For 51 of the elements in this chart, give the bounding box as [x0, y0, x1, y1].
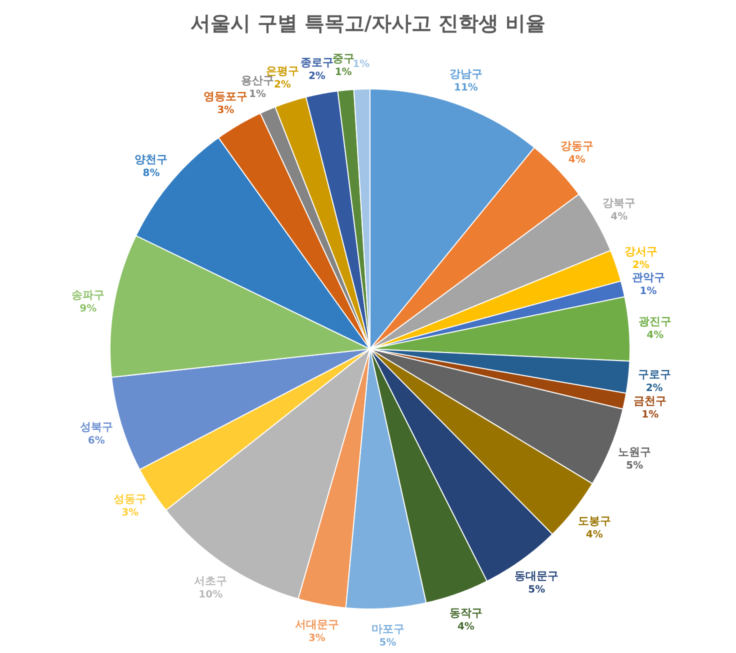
- slice: 동대문구 5%: [370, 348, 559, 596]
- slice: 양천구 8%: [134, 137, 370, 350]
- slice-label: 광진구: [638, 314, 672, 328]
- slice-label: 강북구: [602, 196, 636, 210]
- slice-label: 도봉구: [578, 514, 611, 528]
- data-label: 6%: [88, 435, 105, 446]
- data-label: 1%: [642, 409, 659, 420]
- slice-label: 마포구: [371, 622, 404, 636]
- slice-label: 노원구: [618, 445, 652, 458]
- slice-label: 동작구: [449, 606, 482, 620]
- slice-label: 금천구: [634, 394, 667, 408]
- data-label: 4%: [586, 529, 603, 540]
- data-label: 1%: [640, 286, 657, 297]
- data-label: 2%: [646, 383, 663, 394]
- slice-label: 서초구: [194, 574, 228, 588]
- chart-title: 서울시 구별 특목고/자사고 진학생 비율: [190, 11, 546, 35]
- data-label: 5%: [528, 584, 546, 596]
- data-label: 3%: [122, 508, 139, 519]
- data-label: 2%: [632, 260, 650, 272]
- slice-label: 송파구: [72, 288, 105, 302]
- data-label: 3%: [217, 105, 234, 116]
- slice-label: 강동구: [560, 140, 594, 153]
- data-label: 4%: [457, 621, 474, 632]
- data-label: 2%: [274, 80, 291, 91]
- data-label: 4%: [610, 212, 628, 223]
- slice-label: 종로구: [300, 56, 334, 69]
- data-label: 1%: [248, 89, 266, 100]
- slice-label: 동대문구: [514, 569, 559, 582]
- data-label: 4%: [646, 330, 664, 341]
- data-label: 5%: [626, 460, 644, 472]
- slice-label: 관악구: [632, 270, 665, 284]
- data-label: 1%: [334, 67, 352, 78]
- slice-label: 양천구: [134, 152, 168, 166]
- data-label: 4%: [568, 154, 586, 166]
- slice-label: 구로구: [638, 368, 671, 382]
- data-label: 9%: [80, 303, 97, 314]
- data-label: 3%: [308, 633, 326, 644]
- slice-label: 서대문구: [294, 618, 339, 632]
- slice: 서초구 10%: [165, 348, 371, 600]
- slice-label: 성동구: [114, 492, 147, 506]
- data-label: 5%: [379, 637, 396, 648]
- slice-label: 중구: [332, 52, 354, 66]
- data-label: 11%: [454, 82, 478, 94]
- data-label: 10%: [198, 589, 223, 600]
- slice-label: 강서구: [624, 245, 658, 258]
- slice-label: 영등포구: [204, 90, 248, 104]
- slice-label: 성북구: [80, 420, 113, 434]
- data-label: 2%: [308, 70, 326, 82]
- data-label: 8%: [142, 168, 160, 179]
- slice-label: 강남구: [449, 68, 482, 81]
- data-label: 1%: [352, 59, 370, 70]
